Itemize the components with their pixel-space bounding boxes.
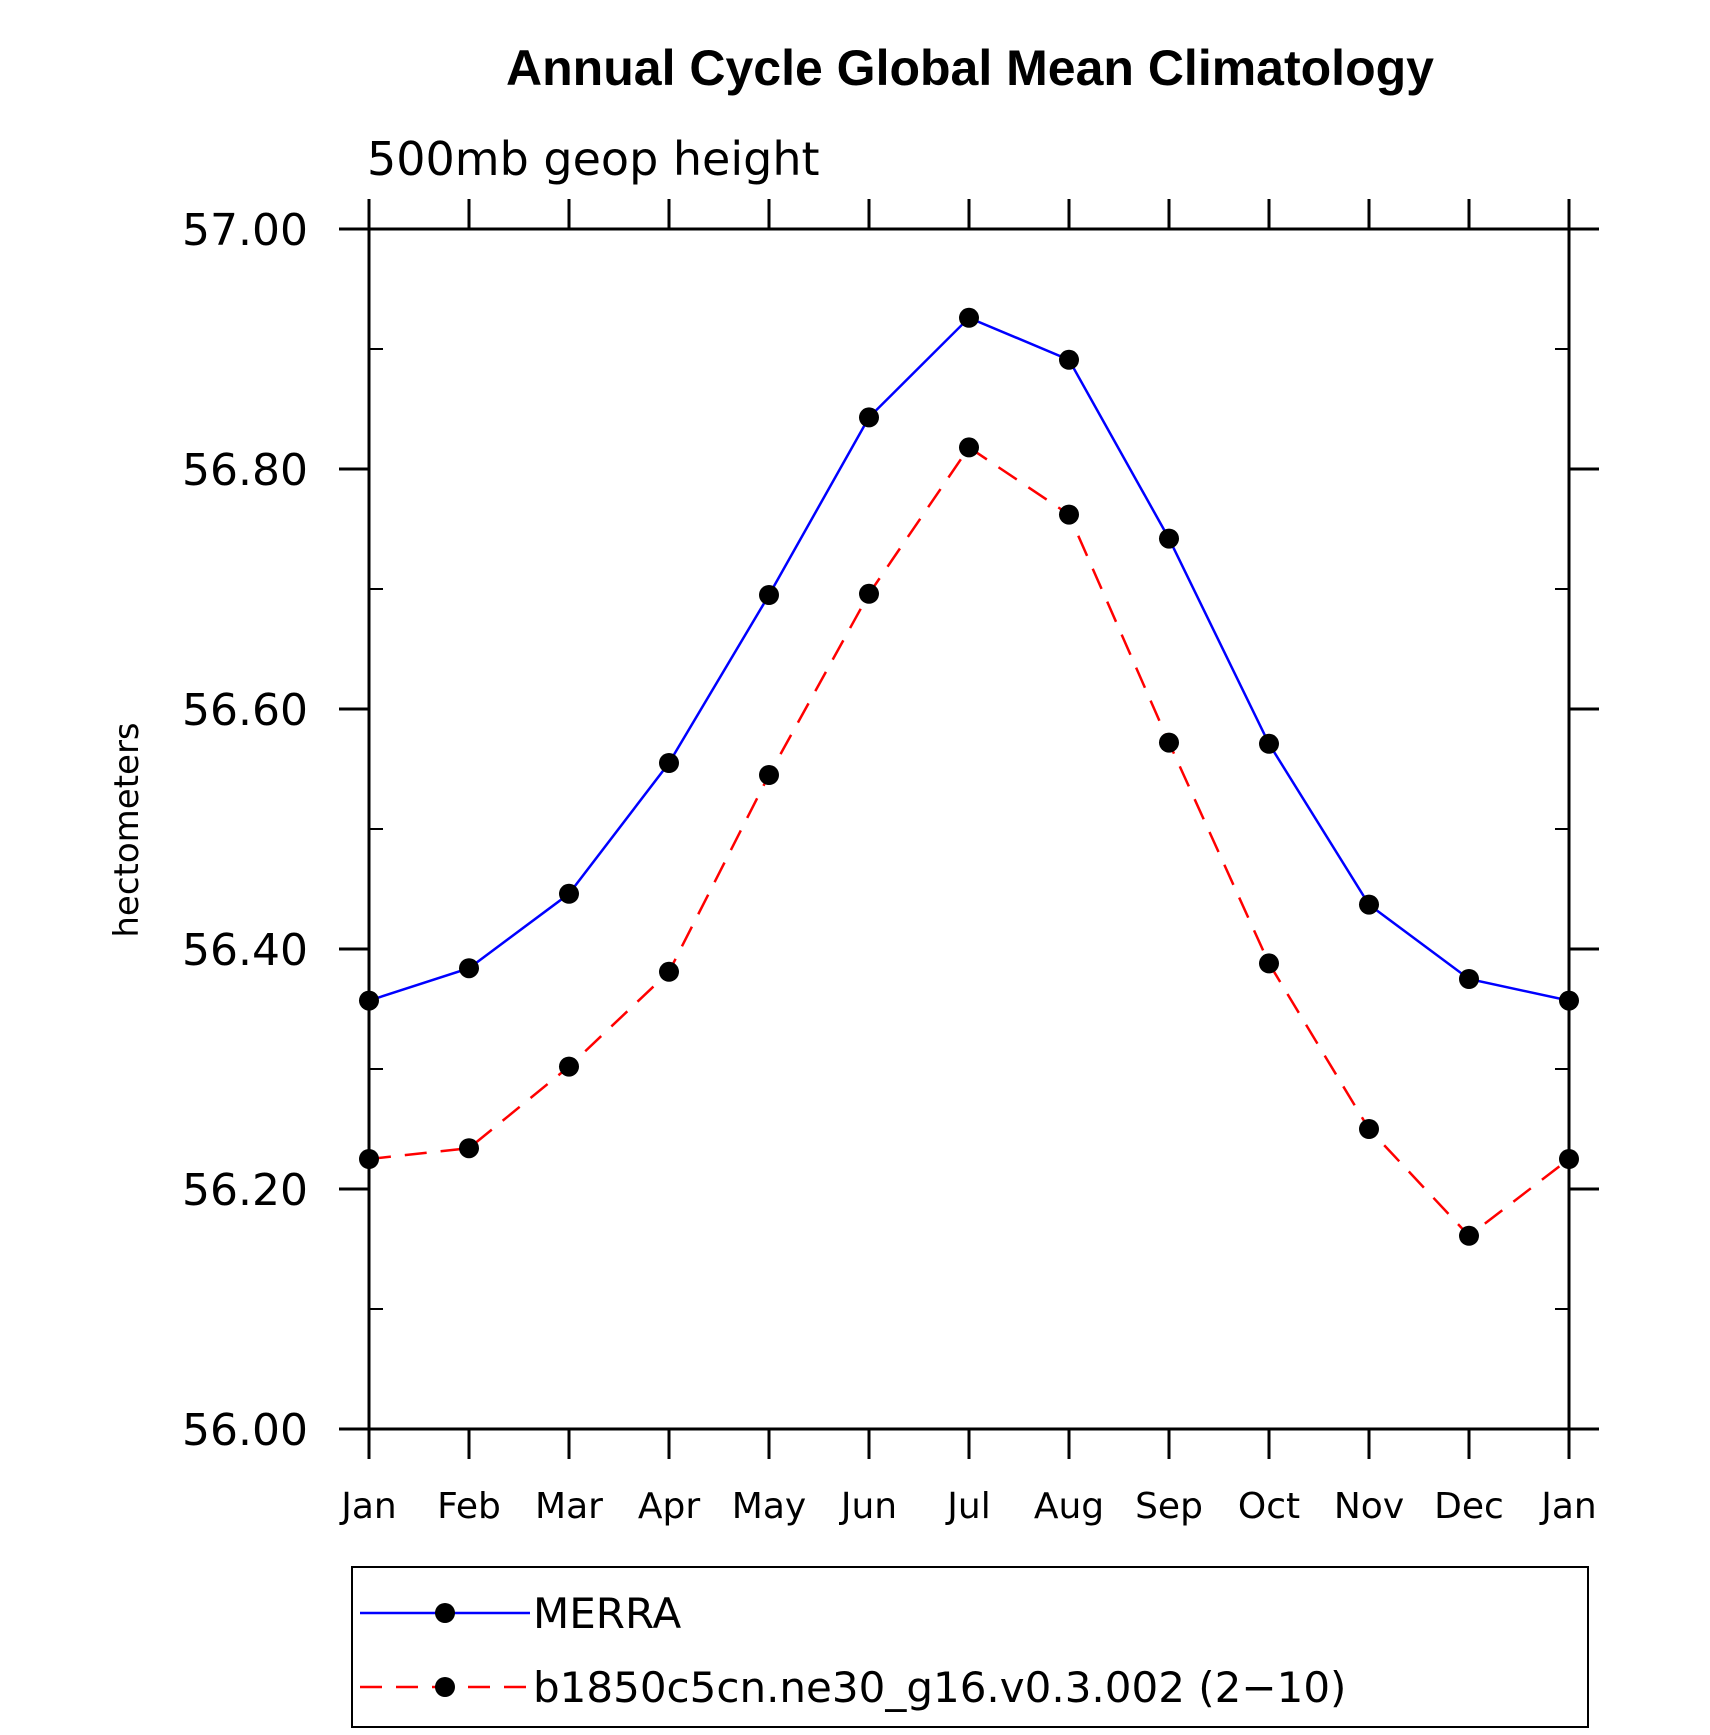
data-point xyxy=(1559,990,1579,1011)
y-tick-label: 57.00 xyxy=(182,205,308,256)
data-point xyxy=(1159,732,1179,753)
y-tick-label: 56.20 xyxy=(182,1165,308,1216)
x-tick-label: Sep xyxy=(1135,1486,1203,1527)
data-point xyxy=(1559,1149,1579,1169)
data-point xyxy=(1059,349,1079,370)
data-point xyxy=(559,1056,579,1077)
x-tick-label: Feb xyxy=(437,1486,501,1527)
x-tick-label: Jul xyxy=(945,1486,990,1527)
data-point xyxy=(759,765,779,785)
series-line-1 xyxy=(368,316,1570,1002)
x-tick-label: Aug xyxy=(1034,1486,1104,1527)
series-layer xyxy=(359,307,1579,1246)
x-tick-label: Mar xyxy=(535,1486,603,1527)
legend-items: MERRA b1850c5cn.ne30_g16.v0.3.002 (2−10) xyxy=(360,1589,1346,1712)
data-point xyxy=(959,437,979,458)
data-point xyxy=(559,883,579,904)
y-axis-label: hectometers xyxy=(107,722,147,937)
x-tick-label: Apr xyxy=(638,1486,700,1527)
legend: MERRA b1850c5cn.ne30_g16.v0.3.002 (2−10) xyxy=(351,1566,1589,1728)
y-tick-label: 56.80 xyxy=(182,445,308,496)
x-tick-labels: Jan Feb Mar Apr May Jun Jul Aug Sep Oct Nov Dec Jan xyxy=(339,1486,1597,1527)
x-tick-label: Dec xyxy=(1434,1486,1504,1527)
data-point xyxy=(1459,969,1479,989)
series-line-2 xyxy=(368,445,1570,1238)
axis-ticks xyxy=(339,199,1599,1459)
x-tick-label: Jan xyxy=(1539,1486,1597,1527)
data-point xyxy=(759,585,779,605)
x-tick-label: Jun xyxy=(839,1486,897,1527)
legend-marker xyxy=(435,1677,455,1697)
data-point xyxy=(859,583,879,604)
legend-label: b1850c5cn.ne30_g16.v0.3.002 (2−10) xyxy=(533,1663,1346,1712)
y-tick-labels: 56.00 56.20 56.40 56.60 56.80 57.00 xyxy=(182,205,308,1456)
data-point xyxy=(359,990,379,1011)
data-point xyxy=(1459,1225,1479,1246)
x-tick-label: Oct xyxy=(1238,1486,1300,1527)
data-point xyxy=(459,1138,479,1159)
data-point xyxy=(859,407,879,428)
legend-label: MERRA xyxy=(533,1589,681,1638)
y-tick-label: 56.60 xyxy=(182,685,308,736)
data-point xyxy=(659,961,679,982)
data-point xyxy=(1159,528,1179,549)
x-tick-label: Jan xyxy=(339,1486,397,1527)
y-tick-label: 56.00 xyxy=(182,1405,308,1456)
data-point xyxy=(459,958,479,979)
plot-frame xyxy=(367,227,1571,1431)
data-point xyxy=(1259,733,1279,754)
data-point xyxy=(359,1149,379,1169)
data-point xyxy=(659,753,679,773)
chart-title: Annual Cycle Global Mean Climatology xyxy=(506,40,1434,96)
y-tick-label: 56.40 xyxy=(182,925,308,976)
data-point xyxy=(959,307,979,328)
legend-frame xyxy=(351,1566,1589,1728)
x-tick-label: May xyxy=(732,1486,806,1527)
legend-marker xyxy=(435,1603,455,1623)
x-tick-label: Nov xyxy=(1334,1486,1404,1527)
chart-subtitle: 500mb geop height xyxy=(367,132,820,186)
data-point xyxy=(1359,1119,1379,1139)
data-point xyxy=(1059,504,1079,525)
data-point xyxy=(1259,953,1279,974)
data-point xyxy=(1359,894,1379,915)
